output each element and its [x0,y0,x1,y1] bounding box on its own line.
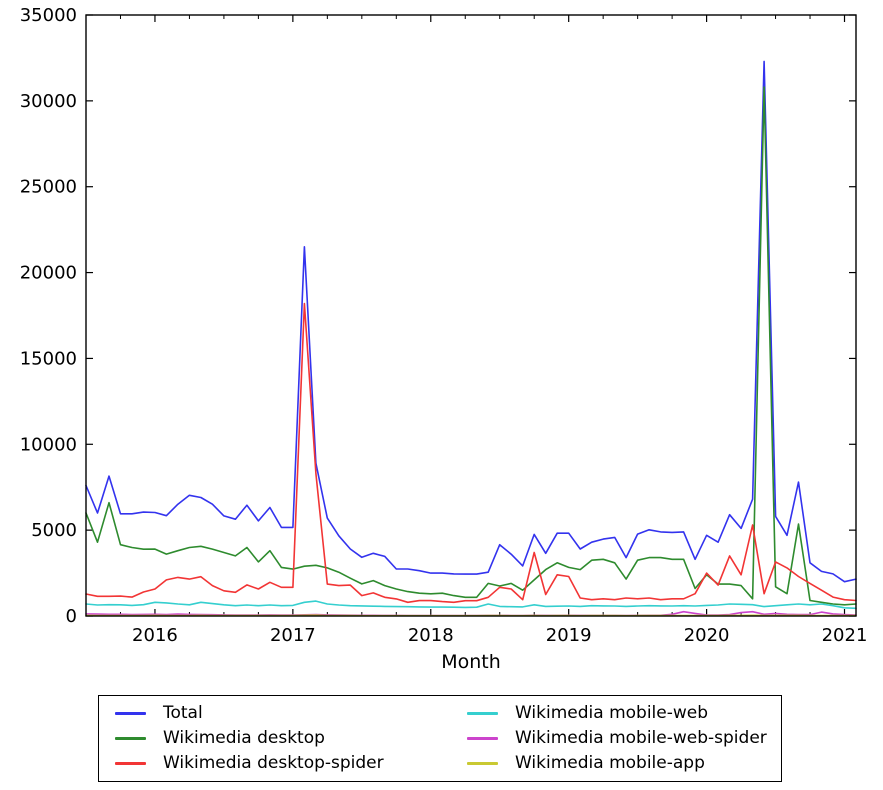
line-chart: 0 5000 10000 15000 20000 25000 30000 35000 2016 2… [20,5,868,646]
series-line-1 [85,86,857,606]
legend-item-total: Total [115,705,467,722]
series-line-2 [85,302,857,604]
y-tick-label: 30000 [20,91,77,112]
legend-item-desktop: Wikimedia desktop [115,730,467,747]
legend: Total Wikimedia desktop Wikimedia deskto… [98,695,782,782]
x-tick-label: 2017 [270,625,316,646]
legend-item-mobile-web: Wikimedia mobile-web [467,705,777,722]
desktop-spider-line-swatch [115,762,146,765]
y-tick-label: 5000 [31,520,77,541]
y-tick-label: 0 [66,606,77,627]
legend-label: Total [163,703,203,723]
mobile-app-line-swatch [467,762,498,765]
legend-label: Wikimedia mobile-app [515,753,705,773]
legend-label: Wikimedia mobile-web [515,703,709,723]
legend-label: Wikimedia mobile-web-spider [515,728,767,748]
legend-item-mobile-app: Wikimedia mobile-app [467,755,777,772]
x-tick-label: 2019 [546,625,592,646]
total-line-swatch [115,712,146,715]
plot-border [85,14,857,617]
series-line-0 [85,60,857,583]
legend-item-mobile-web-spider: Wikimedia mobile-web-spider [467,730,777,747]
mobile-web-spider-line-swatch [467,737,498,740]
mobile-web-line-swatch [467,712,498,715]
x-tick-label: 2016 [132,625,178,646]
x-axis-title: Month [441,651,501,673]
y-tick-label: 20000 [20,263,77,284]
y-tick-label: 35000 [20,5,77,26]
y-tick-label: 10000 [20,434,77,455]
legend-label: Wikimedia desktop [163,728,325,748]
x-tick-label: 2018 [408,625,454,646]
legend-item-desktop-spider: Wikimedia desktop-spider [115,755,467,772]
legend-label: Wikimedia desktop-spider [163,753,384,773]
y-tick-label: 15000 [20,348,77,369]
y-tick-label: 25000 [20,177,77,198]
desktop-line-swatch [115,737,146,740]
series-line-3 [85,600,857,610]
x-tick-label: 2021 [822,625,868,646]
x-tick-label: 2020 [684,625,730,646]
